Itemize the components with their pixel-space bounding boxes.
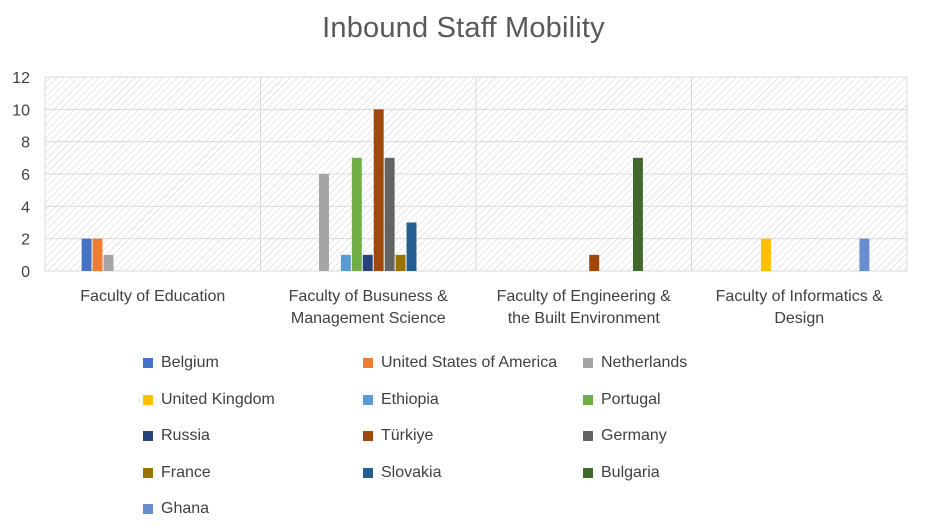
legend-swatch [143,467,153,478]
legend-item: Belgium [143,353,219,373]
bar-chart-plot: 0 2 4 6 8 10 12 [12,70,908,281]
legend-label: Ghana [161,500,210,517]
bar-belgium-1 [81,238,92,271]
bar-portugal-2 [351,157,362,271]
category-label-line: Faculty of Informatics & [715,288,883,305]
y-tick-label: 2 [21,232,30,249]
legend-swatch [363,358,373,368]
legend-label: Türkiye [381,427,434,444]
legend-swatch [583,394,593,405]
legend-swatch [363,467,373,478]
category-label: Faculty of Busuness & Management Science [261,286,475,330]
legend-item: Slovakia [363,463,441,483]
legend-swatch [143,504,153,514]
category-label-line: Faculty of Engineering & [496,288,671,305]
category-label: Faculty of Education [46,286,260,308]
legend-label: Slovakia [381,463,442,481]
legend-item: Ethiopia [363,390,439,410]
bar-russia-2 [362,254,373,271]
legend-item: France [143,463,211,483]
category-label-line: Faculty of Education [80,288,226,305]
category-label: Faculty of Engineering & the Built Enviro… [477,286,691,330]
legend-item: United States of America [363,353,557,373]
legend-item: Ghana [143,499,209,519]
legend-item: Russia [143,426,210,446]
legend-swatch [363,394,373,405]
bar-t-rkiye-2 [373,109,384,271]
bar-netherlands-1 [103,254,114,271]
category-label: Faculty of Informatics & Design [692,286,906,330]
y-tick-label: 4 [21,199,30,216]
legend-item: United Kingdom [143,390,275,410]
category-label-line: Design [774,310,825,327]
legend-swatch [143,394,153,405]
bar-bulgaria-3 [632,157,643,271]
legend-label: Netherlands [601,354,688,371]
legend-swatch [583,467,593,478]
y-tick-label: 0 [21,264,30,281]
bar-netherlands-2 [319,174,329,271]
legend-swatch [143,431,153,441]
category-label-line: Management Science [290,310,446,327]
legend-label: Belgium [161,354,219,371]
bar-ghana-4 [859,238,870,271]
legend-label: Portugal [601,390,661,408]
legend-label: Russia [161,427,210,444]
bar-france-2 [395,254,406,271]
y-tick-label: 10 [12,102,30,119]
legend-item: Türkiye [363,426,433,446]
legend-swatch [363,431,373,441]
legend-item: Bulgaria [583,463,660,483]
legend-label: United States of America [381,354,558,371]
bar-ethiopia-2 [340,254,351,271]
legend-swatch [143,358,153,368]
category-label-line: the Built Environment [507,310,660,327]
bar-united-states-of-america-1 [92,238,103,271]
bar-t-rkiye-3 [589,254,600,271]
legend-label: Ethiopia [381,390,439,408]
category-label-line: Faculty of Busuness & [288,288,448,305]
y-tick-label: 6 [21,167,30,184]
legend-label: Germany [601,427,667,444]
legend-swatch [583,358,593,368]
legend-label: France [161,463,211,481]
legend-swatch [583,431,593,441]
legend-item: Netherlands [583,353,687,373]
legend-item: Portugal [583,390,661,410]
legend-label: United Kingdom [161,390,275,408]
chart-title: Inbound Staff Mobility [322,12,605,44]
bar-germany-2 [384,157,395,271]
legend-item: Germany [583,426,667,446]
y-tick-label: 8 [21,135,30,152]
legend-label: Bulgaria [601,463,660,481]
y-tick-label: 12 [12,70,30,87]
bar-slovakia-2 [406,222,417,271]
bar-united-kingdom-4 [760,238,771,271]
